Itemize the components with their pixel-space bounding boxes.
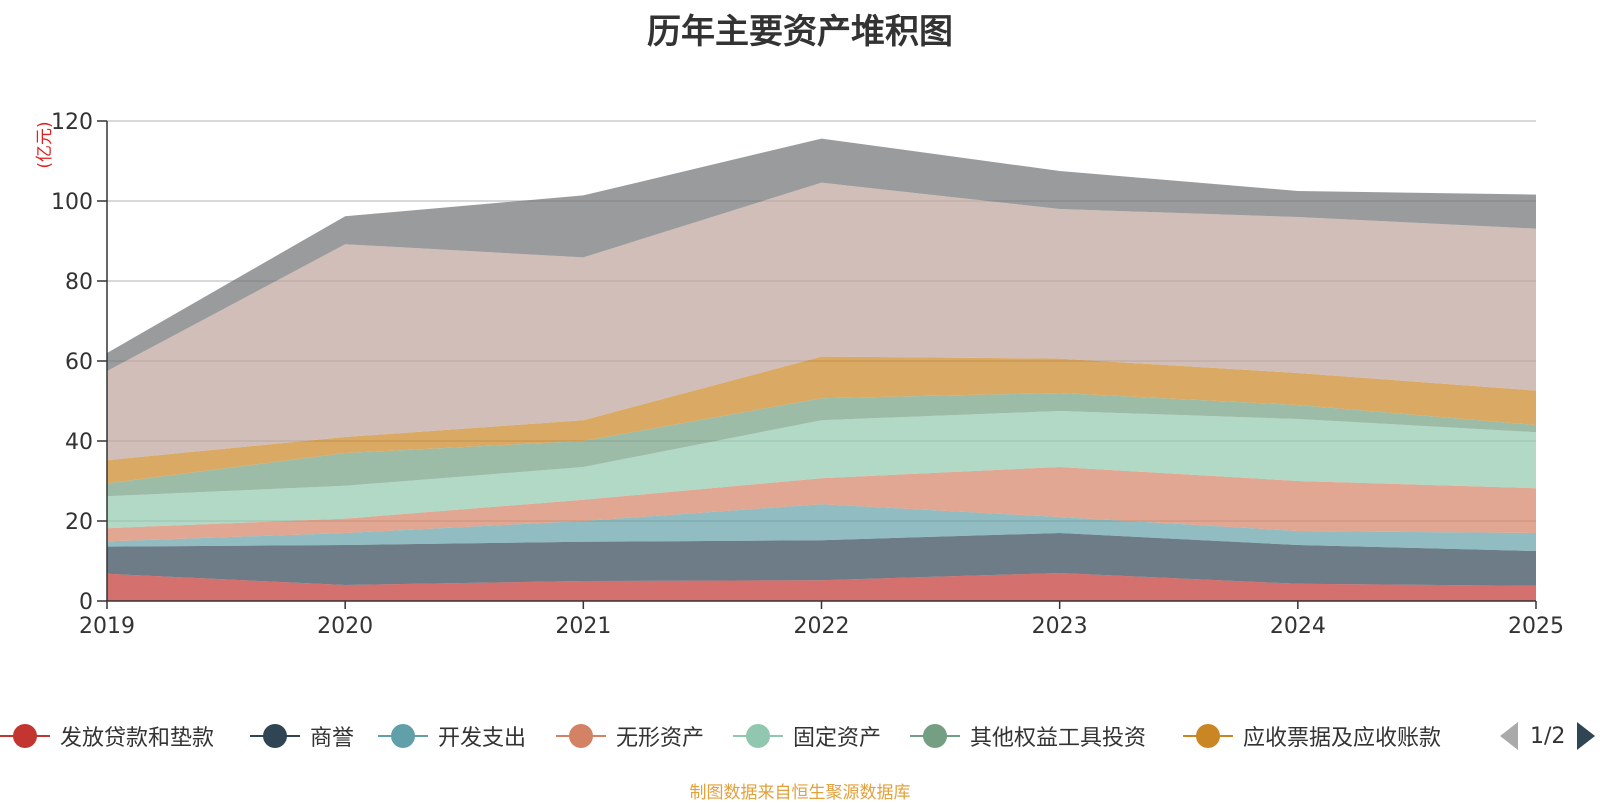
legend-item[interactable]: 开发支出: [378, 716, 526, 756]
y-tick-label: 100: [51, 190, 93, 215]
legend-label: 固定资产: [793, 726, 882, 751]
y-tick-label: 20: [65, 510, 93, 535]
x-tick-label: 2020: [317, 614, 373, 639]
x-tick-label: 2023: [1032, 614, 1088, 639]
legend-item[interactable]: 发放贷款和垫款: [0, 716, 214, 756]
legend-next-page-icon[interactable]: [1577, 722, 1596, 750]
stacked-area-chart: 0 20 40 60 80 100 120 2019 2020 2021 2022 2023 2024 2…: [35, 110, 1564, 639]
legend-pager: 1/2: [1500, 716, 1596, 756]
legend-marker-icon: [556, 724, 606, 748]
legend-item[interactable]: 商誉: [250, 716, 354, 756]
legend-item[interactable]: 应收票据及应收账款: [1183, 716, 1441, 756]
legend-dot: [13, 724, 37, 748]
legend-dot: [1196, 724, 1220, 748]
legend-dot: [569, 724, 593, 748]
legend-marker-icon: [250, 724, 300, 748]
area-series-9[interactable]: [107, 138, 1536, 371]
legend-item[interactable]: 无形资产: [556, 716, 704, 756]
data-source-note: 制图数据来自恒生聚源数据库: [689, 783, 911, 803]
legend-dot: [391, 724, 415, 748]
legend-label: 无形资产: [616, 726, 705, 751]
y-tick-label: 120: [51, 110, 93, 135]
chart-title: 历年主要资产堆积图: [647, 12, 953, 52]
area-series-8[interactable]: [107, 182, 1536, 461]
x-tick-label: 2022: [794, 614, 850, 639]
legend-marker-icon: [910, 724, 960, 748]
legend-label: 其他权益工具投资: [970, 726, 1147, 751]
area-series-4[interactable]: [107, 467, 1536, 542]
y-tick-label: 0: [79, 590, 93, 615]
area-series-1[interactable]: [107, 573, 1536, 601]
legend-marker-icon: [0, 724, 50, 748]
legend-page-indicator: 1/2: [1530, 723, 1566, 749]
legend: 发放贷款和垫款 商誉 开发支出 无形资产 固定资产 其他权益: [0, 716, 1600, 756]
area-series-2[interactable]: [107, 533, 1536, 586]
x-tick-label: 2021: [555, 614, 611, 639]
axes: 0 20 40 60 80 100 120 2019 2020 2021 2022 2023 2024 2…: [51, 110, 1564, 639]
legend-dot: [923, 724, 947, 748]
legend-dot: [746, 724, 770, 748]
y-axis-unit-label: (亿元): [35, 121, 55, 168]
x-tick-label: 2019: [79, 614, 135, 639]
legend-marker-icon: [733, 724, 783, 748]
legend-marker-icon: [1183, 724, 1233, 748]
legend-prev-page-icon[interactable]: [1500, 722, 1518, 750]
legend-label: 发放贷款和垫款: [60, 726, 215, 751]
y-tick-label: 80: [65, 270, 93, 295]
legend-marker-icon: [378, 724, 428, 748]
legend-item[interactable]: 固定资产: [733, 716, 881, 756]
legend-label: 应收票据及应收账款: [1243, 726, 1442, 751]
legend-item[interactable]: 其他权益工具投资: [910, 716, 1146, 756]
area-series-3[interactable]: [107, 504, 1536, 551]
x-tick-label: 2024: [1270, 614, 1326, 639]
area-series-7[interactable]: [107, 356, 1536, 484]
area-series: [107, 138, 1536, 601]
y-tick-label: 40: [65, 430, 93, 455]
legend-label: 开发支出: [438, 726, 527, 751]
legend-label: 商誉: [310, 726, 355, 751]
y-tick-label: 60: [65, 350, 93, 375]
x-tick-label: 2025: [1508, 614, 1564, 639]
area-series-5[interactable]: [107, 411, 1536, 529]
legend-dot: [263, 724, 287, 748]
area-series-6[interactable]: [107, 393, 1536, 497]
